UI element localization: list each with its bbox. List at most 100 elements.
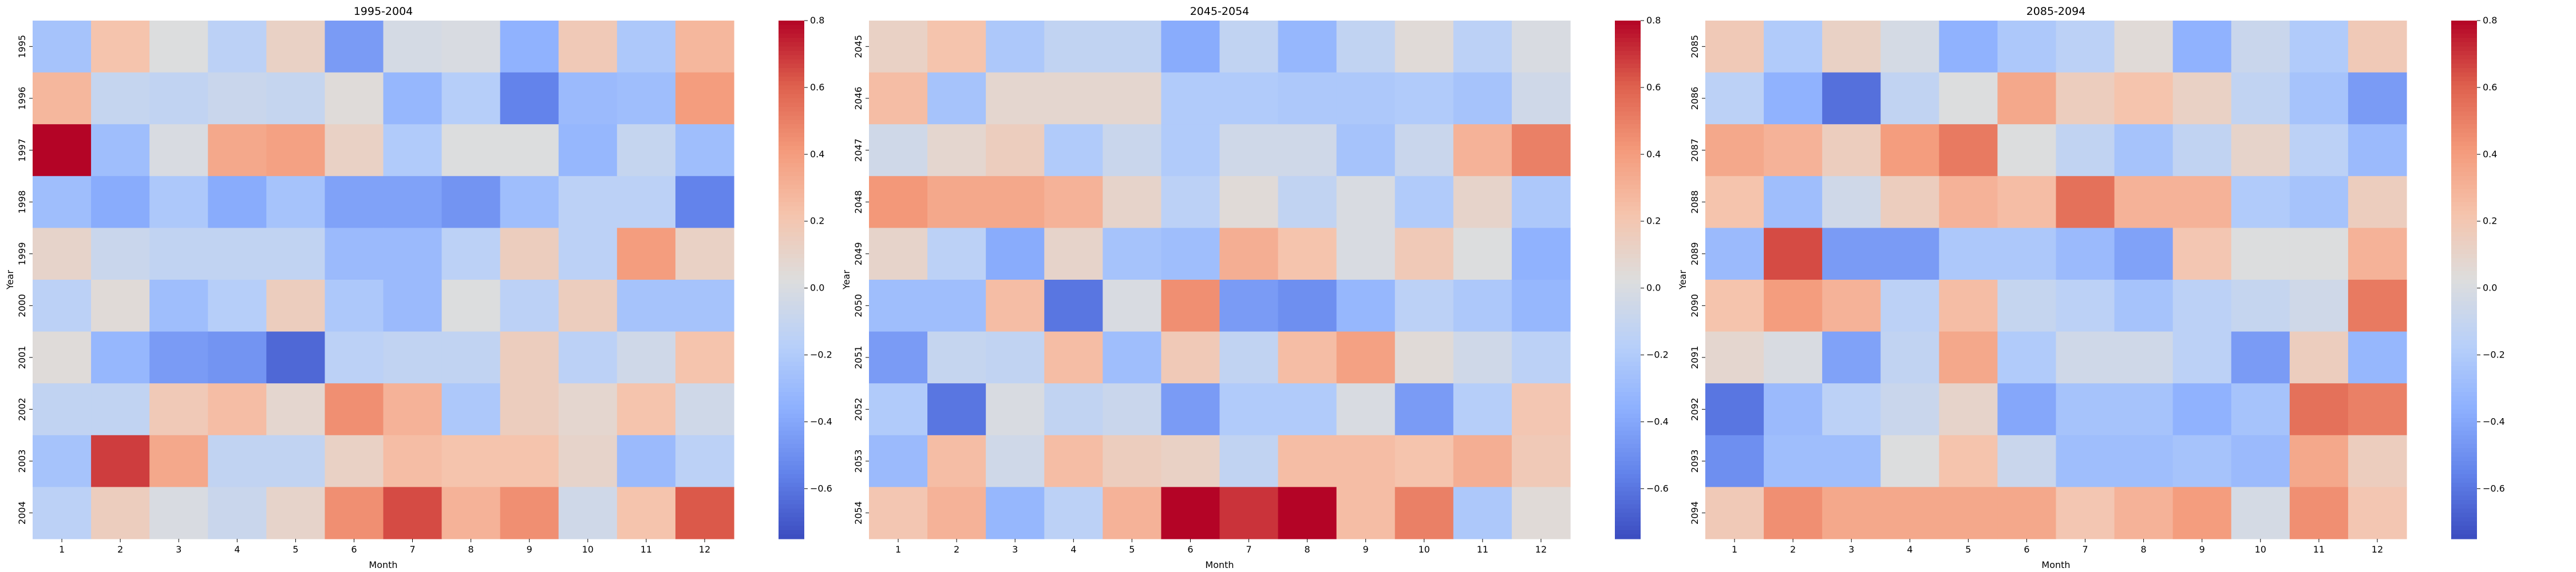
- heatmap-cell: [617, 72, 676, 125]
- heatmap-cell: [1705, 383, 1764, 436]
- colorbar-segment: [779, 63, 804, 69]
- x-tick-label: 11: [641, 544, 652, 555]
- colorbar-segment: [779, 456, 804, 462]
- colorbar-segment: [1615, 180, 1641, 185]
- colorbar-segment: [1615, 383, 1641, 388]
- colorbar-segment: [2451, 46, 2477, 51]
- colorbar-segment: [779, 167, 804, 172]
- colorbar-segment: [1615, 392, 1641, 397]
- heatmap-cell: [986, 435, 1045, 487]
- x-axis-label: Month: [1205, 559, 1234, 570]
- heatmap-cell: [149, 331, 208, 384]
- colorbar-segment: [779, 409, 804, 414]
- heatmap-cell: [1394, 124, 1454, 177]
- heatmap-cell: [2114, 280, 2174, 332]
- heatmap-cell: [1161, 331, 1220, 384]
- heatmap-cell: [1880, 228, 1939, 280]
- heatmap-cell: [1822, 124, 1881, 177]
- y-tick-label: 2088: [1689, 190, 1700, 214]
- heatmap-cell: [1044, 228, 1103, 280]
- colorbar-segment: [1615, 21, 1641, 26]
- heatmap-cell: [1764, 487, 1823, 539]
- heatmap-cell: [1453, 72, 1512, 125]
- x-tick-label: 8: [1305, 544, 1310, 555]
- heatmap-cell: [1997, 21, 2057, 73]
- heatmap-cell: [91, 21, 150, 73]
- heatmap-cell: [2056, 487, 2115, 539]
- heatmap-cell: [2231, 124, 2290, 177]
- heatmap-cell: [2056, 124, 2115, 177]
- colorbar-segment: [1615, 42, 1641, 47]
- colorbar-segment: [779, 59, 804, 65]
- heatmap-cell: [500, 176, 559, 228]
- colorbar-tick-label: 0.6: [1646, 82, 1661, 93]
- colorbar-segment: [2451, 81, 2477, 86]
- colorbar-segment: [779, 98, 804, 104]
- heatmap-cell: [1394, 21, 1454, 73]
- heatmap-cell: [1880, 331, 1939, 384]
- colorbar-segment: [779, 465, 804, 470]
- x-tick-label: 8: [2141, 544, 2147, 555]
- colorbar-segment: [1615, 223, 1641, 228]
- y-tick-label: 2046: [853, 87, 864, 110]
- heatmap-cell: [986, 124, 1045, 177]
- colorbar-tick-label: −0.6: [810, 483, 832, 494]
- heatmap-cell: [441, 435, 501, 487]
- heatmap-cell: [1103, 228, 1162, 280]
- x-tick-label: 2: [954, 544, 959, 555]
- colorbar-segment: [2451, 452, 2477, 458]
- colorbar-segment: [1615, 107, 1641, 112]
- heatmap-cell: [383, 176, 442, 228]
- colorbar-segment: [779, 258, 804, 263]
- colorbar-segment: [1615, 431, 1641, 436]
- colorbar-segment: [1615, 530, 1641, 535]
- x-tick-label: 4: [234, 544, 240, 555]
- x-tick-label: 9: [1363, 544, 1369, 555]
- colorbar-segment: [779, 38, 804, 43]
- heatmap-cell: [1103, 435, 1162, 487]
- heatmap-cell: [1278, 331, 1337, 384]
- colorbar-segment: [779, 414, 804, 419]
- heatmap-cell: [1453, 176, 1512, 228]
- colorbar-tick-label: 0.2: [1646, 216, 1661, 227]
- heatmap-cell: [383, 21, 442, 73]
- heatmap-cell: [1103, 21, 1162, 73]
- colorbar-segment: [1615, 267, 1641, 272]
- heatmap-cell: [2114, 487, 2174, 539]
- colorbar-tick-label: 0.4: [1646, 149, 1661, 160]
- heatmap-cell: [325, 280, 384, 332]
- heatmap-cell: [1764, 435, 1823, 487]
- colorbar-segment: [2451, 59, 2477, 65]
- colorbar-segment: [1615, 124, 1641, 129]
- colorbar-segment: [1615, 327, 1641, 332]
- colorbar-tick-label: 0.0: [810, 283, 824, 293]
- heatmap-cell: [91, 72, 150, 125]
- colorbar-segment: [1615, 465, 1641, 470]
- colorbar-segment: [2451, 461, 2477, 466]
- heatmap-cell: [325, 176, 384, 228]
- heatmap-cell: [208, 331, 267, 384]
- x-tick-label: 6: [351, 544, 357, 555]
- heatmap-cell: [1939, 72, 1998, 125]
- heatmap-cell: [325, 124, 384, 177]
- y-tick-label: 1995: [17, 35, 27, 58]
- heatmap-cell: [266, 383, 326, 436]
- heatmap-cell: [1336, 331, 1396, 384]
- colorbar-segment: [779, 305, 804, 311]
- colorbar-segment: [1615, 141, 1641, 146]
- x-tick-label: 2: [117, 544, 123, 555]
- colorbar-segment: [779, 85, 804, 90]
- colorbar-tick-label: −0.2: [2483, 349, 2505, 360]
- heatmap-cell: [1044, 21, 1103, 73]
- heatmap-cell: [1044, 124, 1103, 177]
- colorbar-segment: [779, 141, 804, 146]
- colorbar-segment: [779, 487, 804, 492]
- heatmap-cell: [1453, 331, 1512, 384]
- colorbar-segment: [779, 509, 804, 514]
- heatmap-cell: [325, 383, 384, 436]
- colorbar-segment: [2451, 228, 2477, 233]
- colorbar-segment: [1615, 133, 1641, 138]
- heatmap-cell: [1705, 331, 1764, 384]
